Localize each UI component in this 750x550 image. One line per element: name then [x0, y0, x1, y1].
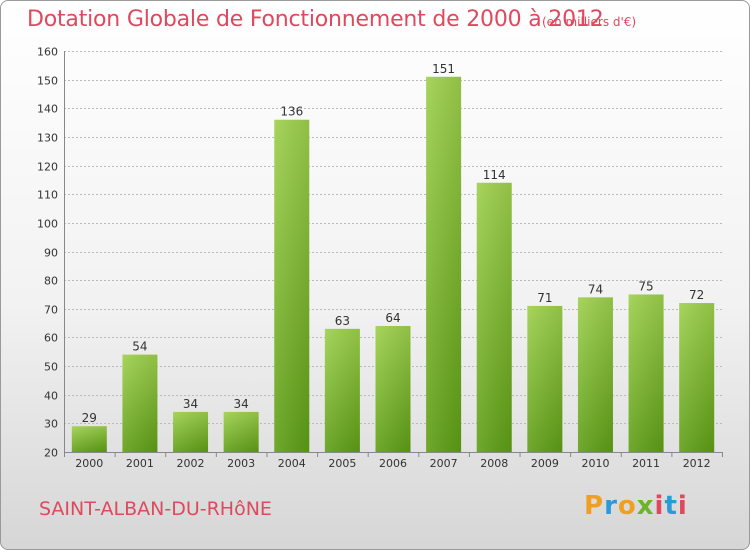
- label-layer: 29 54 34 34 136 63 64 151 114 71 74 75 72: [82, 62, 705, 425]
- y-tick-label: 100: [37, 218, 58, 231]
- value-label: 29: [82, 411, 97, 425]
- x-tick-label: 2012: [683, 457, 711, 470]
- bar-shade: [375, 325, 411, 452]
- value-label: 64: [385, 311, 400, 325]
- value-label: 74: [588, 282, 603, 296]
- bar-shade: [122, 354, 158, 452]
- x-tick-label: 2006: [379, 457, 407, 470]
- y-tick-label: 70: [44, 304, 58, 317]
- bar-shade: [71, 426, 107, 452]
- value-label: 136: [280, 105, 303, 119]
- chart-title: Dotation Globale de Fonctionnement de 20…: [27, 7, 604, 32]
- value-label: 114: [483, 168, 506, 182]
- proxiti-logo: Proxiti: [584, 491, 688, 521]
- value-label: 63: [335, 314, 350, 328]
- y-tick-label: 50: [44, 361, 58, 374]
- y-tick-label: 150: [37, 75, 58, 88]
- logo-letter: i: [677, 491, 688, 521]
- logo-letter: i: [654, 491, 665, 521]
- value-label: 75: [638, 279, 653, 293]
- y-tick-label: 130: [37, 132, 58, 145]
- value-label: 34: [234, 397, 249, 411]
- x-tick-label: 2007: [430, 457, 458, 470]
- y-tick-label: 120: [37, 161, 58, 174]
- value-label: 34: [183, 397, 198, 411]
- x-tick-label: 2001: [126, 457, 154, 470]
- y-tick-label: 110: [37, 189, 58, 202]
- bar-shade: [223, 411, 259, 452]
- value-label: 72: [689, 288, 704, 302]
- logo-letter: x: [636, 491, 655, 521]
- x-tick-label: 2005: [328, 457, 356, 470]
- value-label: 54: [132, 340, 147, 354]
- x-tick-label: 2008: [480, 457, 508, 470]
- x-tick-label: 2009: [531, 457, 559, 470]
- y-tick-label: 30: [44, 418, 58, 431]
- logo-letter: o: [617, 491, 637, 521]
- y-tick-label: 160: [37, 46, 58, 59]
- y-tick-label: 20: [44, 447, 58, 460]
- logo-letter: P: [584, 491, 605, 521]
- bar-shade: [527, 305, 563, 452]
- bar-shade: [324, 328, 360, 452]
- bar-shade: [173, 411, 209, 452]
- x-tick-label: 2011: [632, 457, 660, 470]
- logo-letter: t: [664, 491, 678, 521]
- y-tick-label: 60: [44, 332, 58, 345]
- bar-shade: [577, 297, 613, 452]
- x-tick-label: 2010: [581, 457, 609, 470]
- value-label: 151: [432, 62, 455, 76]
- value-label: 71: [537, 291, 552, 305]
- chart-subtitle: (en milliers d'€): [542, 15, 637, 29]
- bar-shade: [476, 182, 512, 452]
- y-tick-label: 40: [44, 390, 58, 403]
- x-tick-label: 2004: [278, 457, 306, 470]
- x-tick-label: 2003: [227, 457, 255, 470]
- x-tick-label: 2000: [75, 457, 103, 470]
- y-tick-label: 140: [37, 103, 58, 116]
- x-tick-label: 2002: [177, 457, 205, 470]
- axis-layer: 20 30 40 50 60 70 80 90 100 110 120 130 140 150 160 200…: [37, 46, 723, 470]
- y-tick-label: 80: [44, 275, 58, 288]
- commune-name: SAINT-ALBAN-DU-RHôNE: [39, 498, 272, 520]
- bar-layer: [71, 76, 715, 453]
- y-tick-label: 90: [44, 247, 58, 260]
- bar-shade: [679, 303, 715, 452]
- bar-shade: [426, 76, 462, 453]
- bar-shade: [628, 294, 664, 452]
- bar-shade: [274, 119, 310, 452]
- logo-letter: r: [604, 491, 618, 521]
